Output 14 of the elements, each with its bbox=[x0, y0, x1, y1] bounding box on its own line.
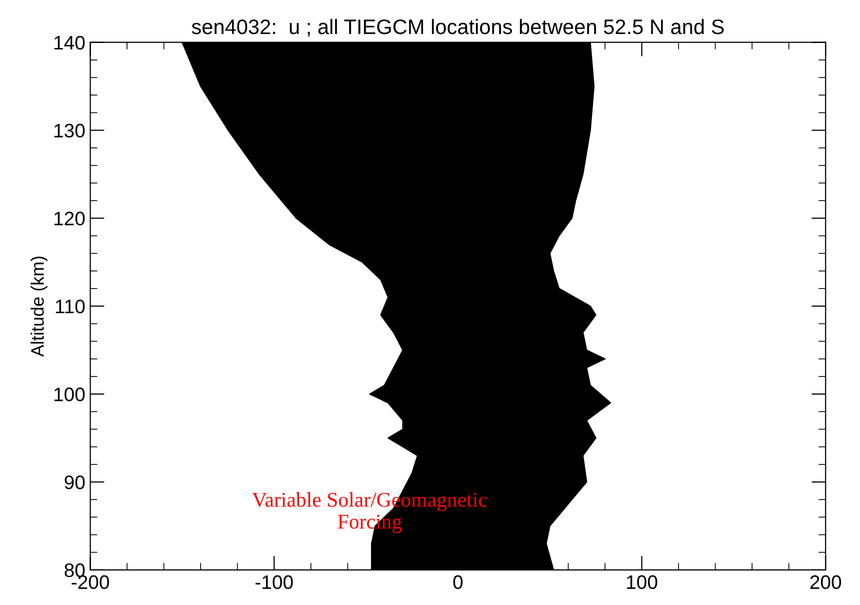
x-tick-label: 100 bbox=[627, 575, 658, 590]
y-tick-label: 130 bbox=[54, 124, 85, 138]
y-tick-label: 120 bbox=[54, 212, 85, 226]
y-tick-label: 90 bbox=[64, 475, 85, 490]
y-tick-label: 80 bbox=[64, 563, 85, 578]
y-axis-title: Altitude (km) bbox=[30, 256, 48, 357]
x-tick-label: -100 bbox=[256, 575, 293, 590]
y-tick-label: 100 bbox=[54, 388, 85, 402]
y-tick-label: 140 bbox=[54, 36, 85, 50]
x-tick-label: 200 bbox=[810, 575, 842, 590]
x-tick-label: -200 bbox=[72, 575, 109, 590]
x-tick-label: 0 bbox=[453, 575, 463, 590]
chart-title: sen4032: u ; all TIEGCM locations between 52.5 N and S bbox=[192, 18, 724, 37]
y-tick-label: 110 bbox=[56, 300, 85, 314]
